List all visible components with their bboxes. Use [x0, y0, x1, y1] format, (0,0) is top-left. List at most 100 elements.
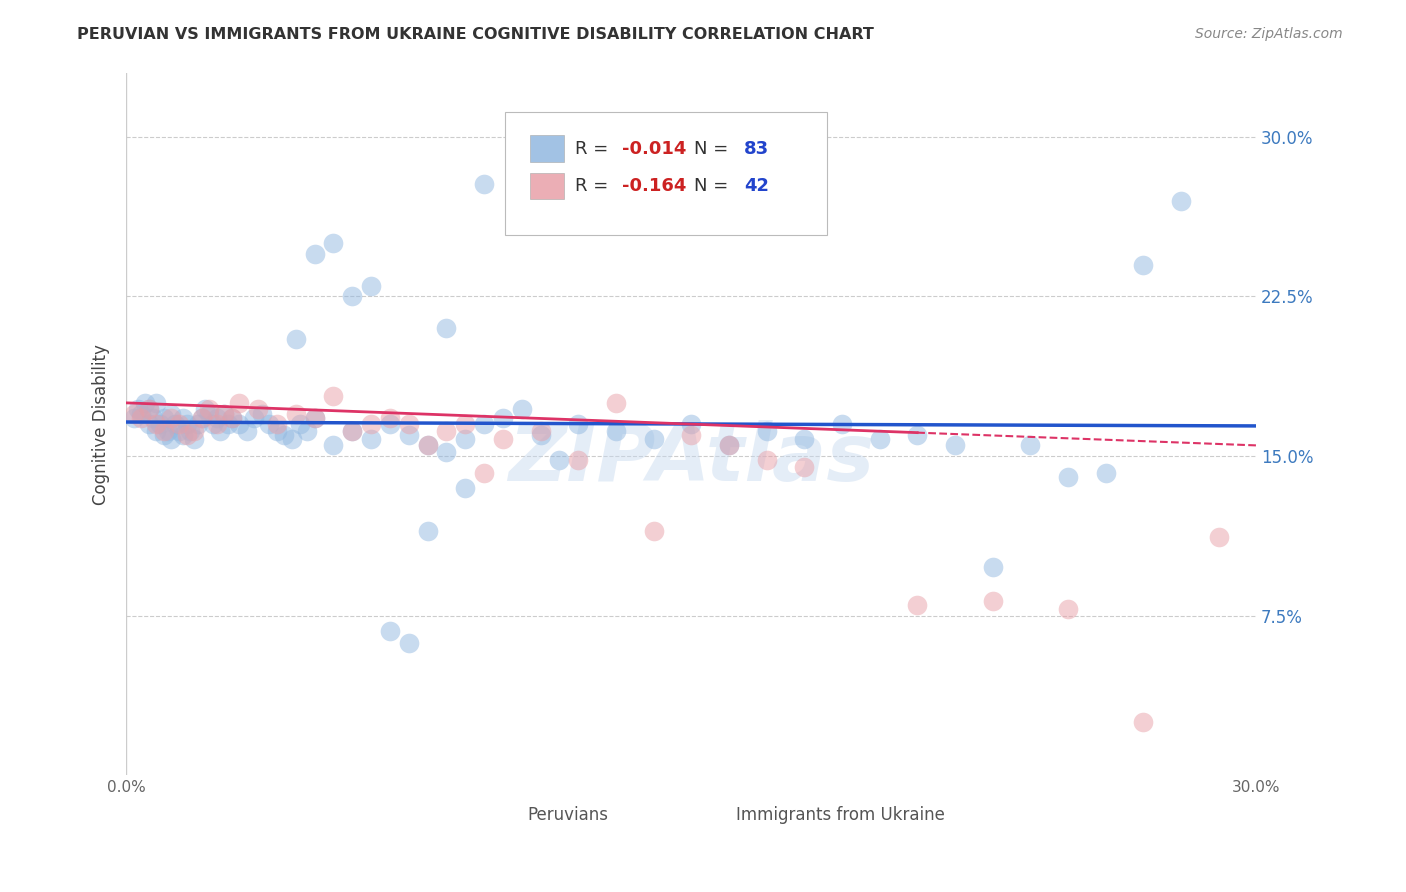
Point — [378, 410, 401, 425]
Point — [134, 396, 156, 410]
Point — [360, 417, 382, 432]
Point — [717, 438, 740, 452]
Point — [605, 424, 627, 438]
Point — [322, 389, 344, 403]
Point — [472, 466, 495, 480]
Point — [138, 417, 160, 432]
Point — [416, 438, 439, 452]
Point — [869, 432, 891, 446]
Point — [454, 417, 477, 432]
Point — [755, 424, 778, 438]
Point — [1019, 438, 1042, 452]
Point — [160, 407, 183, 421]
Point — [567, 417, 589, 432]
Point — [793, 432, 815, 446]
Point — [360, 278, 382, 293]
Point — [190, 410, 212, 425]
Point — [304, 410, 326, 425]
Y-axis label: Cognitive Disability: Cognitive Disability — [93, 343, 110, 505]
Point — [179, 424, 201, 438]
Point — [793, 459, 815, 474]
Point — [342, 424, 364, 438]
Point — [138, 402, 160, 417]
Text: N =: N = — [693, 140, 734, 158]
Point — [205, 410, 228, 425]
Text: Immigrants from Ukraine: Immigrants from Ukraine — [737, 806, 945, 824]
Point — [1132, 715, 1154, 730]
Point — [643, 432, 665, 446]
Text: Source: ZipAtlas.com: Source: ZipAtlas.com — [1195, 27, 1343, 41]
Point — [322, 438, 344, 452]
Point — [131, 410, 153, 425]
FancyBboxPatch shape — [471, 805, 519, 826]
Point — [342, 289, 364, 303]
Point — [755, 453, 778, 467]
Point — [212, 407, 235, 421]
Point — [212, 407, 235, 421]
Text: -0.014: -0.014 — [623, 140, 686, 158]
Point — [943, 438, 966, 452]
Point — [1208, 530, 1230, 544]
Point — [142, 410, 165, 425]
Point — [510, 402, 533, 417]
Point — [266, 424, 288, 438]
Point — [416, 438, 439, 452]
Point — [190, 410, 212, 425]
Point — [905, 427, 928, 442]
Point — [981, 559, 1004, 574]
Point — [221, 410, 243, 425]
Text: Peruvians: Peruvians — [527, 806, 609, 824]
Point — [156, 424, 179, 438]
Point — [398, 636, 420, 650]
Point — [149, 417, 172, 432]
Point — [167, 417, 190, 432]
Point — [454, 481, 477, 495]
Point — [643, 524, 665, 538]
Point — [198, 407, 221, 421]
Point — [681, 427, 703, 442]
Point — [1057, 602, 1080, 616]
Point — [228, 417, 250, 432]
Point — [176, 417, 198, 432]
Text: 83: 83 — [744, 140, 769, 158]
Point — [1057, 470, 1080, 484]
Point — [1132, 258, 1154, 272]
Point — [548, 453, 571, 467]
Point — [160, 432, 183, 446]
Point — [187, 417, 209, 432]
Point — [304, 410, 326, 425]
Point — [138, 402, 160, 417]
Point — [378, 624, 401, 638]
Point — [529, 427, 551, 442]
Point — [259, 417, 281, 432]
Point — [153, 427, 176, 442]
Point — [198, 402, 221, 417]
Point — [322, 236, 344, 251]
Point — [436, 445, 458, 459]
Point — [145, 396, 167, 410]
Point — [304, 247, 326, 261]
Point — [243, 410, 266, 425]
Point — [209, 424, 232, 438]
Point — [183, 432, 205, 446]
Point — [360, 432, 382, 446]
Point — [167, 424, 190, 438]
Point — [145, 424, 167, 438]
Text: -0.164: -0.164 — [623, 177, 686, 195]
Point — [681, 417, 703, 432]
Point — [567, 453, 589, 467]
Point — [284, 407, 307, 421]
Point — [122, 410, 145, 425]
Point — [981, 594, 1004, 608]
Point — [831, 417, 853, 432]
Point — [416, 524, 439, 538]
Text: ZIPAtlas: ZIPAtlas — [508, 420, 875, 499]
Point — [1170, 194, 1192, 208]
Point — [205, 417, 228, 432]
Point — [236, 424, 259, 438]
Point — [492, 432, 515, 446]
Point — [454, 432, 477, 446]
Point — [529, 424, 551, 438]
Point — [247, 402, 270, 417]
Point — [127, 402, 149, 417]
